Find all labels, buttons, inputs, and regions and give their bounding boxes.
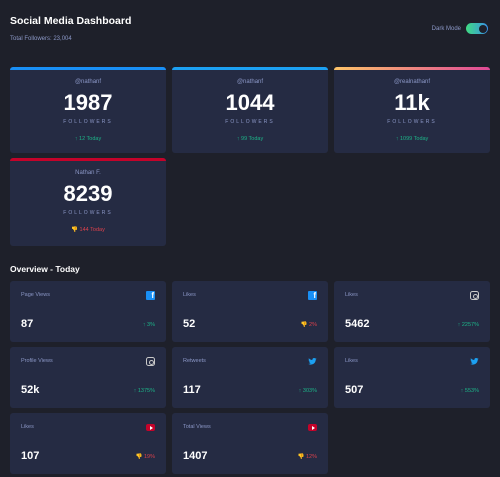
follower-card-instagram[interactable]: @realnathanf 11k FOLLOWERS ↑ 1099 Today	[334, 67, 490, 153]
overview-change: 👎 12%	[297, 454, 317, 460]
card-handle: @nathanf	[236, 79, 264, 85]
overview-card[interactable]: Page Views f 87 ↑ 3%	[10, 281, 166, 342]
instagram-icon	[146, 357, 155, 366]
overview-value: 52k	[21, 384, 40, 396]
overview-value: 117	[183, 384, 201, 396]
overview-change: 👎 19%	[135, 454, 155, 460]
overview-label: Likes	[345, 358, 358, 364]
youtube-icon	[308, 424, 317, 431]
follower-count: 1044	[225, 90, 275, 115]
overview-card[interactable]: Retweets 117 ↑ 303%	[172, 347, 328, 408]
twitter-accent-bar	[172, 67, 328, 70]
overview-change: ↑ 1375%	[133, 388, 155, 394]
overview-card[interactable]: Likes f 52 👎 2%	[172, 281, 328, 342]
follower-card-twitter[interactable]: @nathanf 1044 FOLLOWERS ↑ 99 Today	[172, 67, 328, 153]
followers-label: FOLLOWERS	[63, 210, 113, 216]
page-title: Social Media Dashboard	[10, 15, 132, 27]
overview-label: Profile Views	[21, 358, 53, 364]
header: Social Media Dashboard Total Followers: …	[10, 15, 490, 45]
overview-card[interactable]: Total Views 1407 👎 12%	[172, 413, 328, 474]
dark-mode-toggle[interactable]	[466, 23, 488, 34]
overview-change: ↑ 3%	[142, 322, 155, 328]
overview-value: 507	[345, 384, 364, 396]
followers-label: FOLLOWERS	[63, 119, 113, 125]
followers-label: FOLLOWERS	[387, 119, 437, 125]
follower-card-youtube[interactable]: Nathan F. 8239 FOLLOWERS 👎 144 Today	[10, 158, 166, 246]
overview-value: 1407	[183, 450, 208, 462]
instagram-icon	[470, 291, 479, 300]
overview-value: 87	[21, 318, 34, 330]
overview-title: Overview - Today	[10, 264, 80, 274]
facebook-icon: f	[146, 291, 155, 300]
overview-card[interactable]: Likes 5462 ↑ 2257%	[334, 281, 490, 342]
today-change: ↑ 12 Today	[74, 136, 102, 142]
card-handle: @nathanf	[74, 79, 102, 85]
toggle-knob	[478, 24, 487, 33]
overview-change: ↑ 553%	[460, 388, 479, 394]
facebook-accent-bar	[10, 67, 166, 70]
followers-label: FOLLOWERS	[225, 119, 275, 125]
card-handle: Nathan F.	[75, 170, 101, 176]
follower-card-facebook[interactable]: @nathanf 1987 FOLLOWERS ↑ 12 Today	[10, 67, 166, 153]
follower-count: 11k	[394, 90, 430, 115]
overview-card[interactable]: Profile Views 52k ↑ 1375%	[10, 347, 166, 408]
overview-label: Likes	[183, 292, 196, 298]
today-change: ↑ 1099 Today	[395, 136, 429, 142]
youtube-accent-bar	[10, 158, 166, 161]
overview-value: 52	[183, 318, 196, 330]
total-followers: Total Followers: 23,004	[10, 36, 72, 42]
overview-label: Likes	[345, 292, 358, 298]
overview-label: Likes	[21, 424, 34, 430]
card-handle: @realnathanf	[393, 79, 431, 85]
follower-count: 8239	[63, 181, 113, 206]
overview-value: 107	[21, 450, 40, 462]
overview-label: Total Views	[183, 424, 211, 430]
overview-value: 5462	[345, 318, 370, 330]
overview-label: Page Views	[21, 292, 50, 298]
dark-mode-control: Dark Mode	[432, 23, 488, 34]
today-change: 👎 144 Today	[71, 227, 105, 233]
youtube-icon	[146, 424, 155, 431]
follower-count: 1987	[63, 90, 113, 115]
dark-mode-label: Dark Mode	[431, 25, 461, 32]
overview-card[interactable]: Likes 507 ↑ 553%	[334, 347, 490, 408]
instagram-accent-bar	[334, 67, 490, 70]
today-change: ↑ 99 Today	[236, 136, 264, 142]
facebook-icon: f	[308, 291, 317, 300]
twitter-icon	[470, 357, 479, 365]
overview-change: ↑ 303%	[298, 388, 317, 394]
overview-change: ↑ 2257%	[457, 322, 479, 328]
twitter-icon	[308, 357, 317, 365]
overview-label: Retweets	[183, 358, 206, 364]
overview-card[interactable]: Likes 107 👎 19%	[10, 413, 166, 474]
overview-change: 👎 2%	[300, 322, 317, 328]
